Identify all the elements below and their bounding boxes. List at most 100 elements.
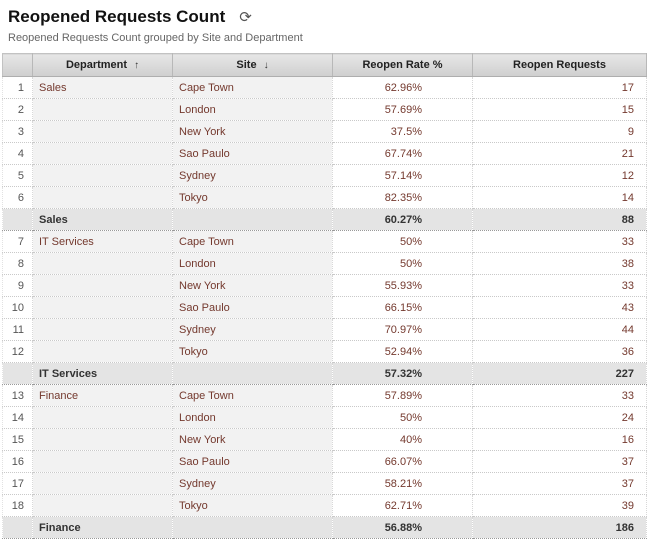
table-row: 18 Tokyo 62.71% 39 (2, 494, 647, 517)
header-row: Department ↑ Site ↓ Reopen Rate % Reopen R… (2, 53, 647, 77)
summary-rate-cell: 56.88% (332, 516, 473, 539)
reopen-rate-cell: 57.89% (332, 384, 473, 407)
summary-department-cell: IT Services (32, 362, 173, 385)
reopen-rate-cell: 62.96% (332, 76, 473, 99)
summary-requests-cell: 88 (472, 208, 647, 231)
department-cell (32, 274, 173, 297)
site-cell: London (172, 406, 333, 429)
site-cell: New York (172, 428, 333, 451)
table-row: 10 Sao Paulo 66.15% 43 (2, 296, 647, 319)
reopen-requests-cell: 38 (472, 252, 647, 275)
group-summary-row: Sales 60.27% 88 (2, 208, 647, 231)
table-row: 8 London 50% 38 (2, 252, 647, 275)
report-header: Reopened Requests Count ⟳ (0, 0, 652, 27)
reopen-rate-cell: 70.97% (332, 318, 473, 341)
reopen-rate-cell: 52.94% (332, 340, 473, 363)
table-row: 12 Tokyo 52.94% 36 (2, 340, 647, 363)
column-header-site-label: Site (236, 59, 257, 71)
column-header-site[interactable]: Site ↓ (172, 53, 333, 77)
reopen-requests-cell: 37 (472, 472, 647, 495)
reopen-rate-cell: 50% (332, 252, 473, 275)
department-cell (32, 252, 173, 275)
reopen-requests-cell: 15 (472, 98, 647, 121)
site-cell: Cape Town (172, 76, 333, 99)
table-row: 13 Finance Cape Town 57.89% 33 (2, 384, 647, 407)
row-number-cell: 4 (2, 142, 33, 165)
site-cell: London (172, 98, 333, 121)
summary-site-cell (172, 362, 333, 385)
reopen-requests-cell: 39 (472, 494, 647, 517)
reopen-rate-cell: 67.74% (332, 142, 473, 165)
department-cell (32, 472, 173, 495)
reopen-requests-cell: 44 (472, 318, 647, 341)
reopen-rate-cell: 40% (332, 428, 473, 451)
reopen-requests-cell: 24 (472, 406, 647, 429)
row-number-cell: 5 (2, 164, 33, 187)
reopen-requests-cell: 43 (472, 296, 647, 319)
department-cell (32, 318, 173, 341)
table-row: 6 Tokyo 82.35% 14 (2, 186, 647, 209)
summary-site-cell (172, 208, 333, 231)
table-row: 9 New York 55.93% 33 (2, 274, 647, 297)
group-summary-row: IT Services 57.32% 227 (2, 362, 647, 385)
column-header-department-label: Department (65, 59, 128, 71)
sort-ascending-icon: ↑ (134, 60, 140, 71)
row-number-cell: 13 (2, 384, 33, 407)
row-number-cell: 12 (2, 340, 33, 363)
summary-department-cell: Sales (32, 208, 173, 231)
department-cell (32, 406, 173, 429)
summary-requests-cell: 186 (472, 516, 647, 539)
reopen-rate-cell: 50% (332, 230, 473, 253)
column-header-reopen-rate-label: Reopen Rate % (362, 59, 443, 71)
reopen-rate-cell: 62.71% (332, 494, 473, 517)
summary-requests-cell: 227 (472, 362, 647, 385)
row-number-header (2, 53, 33, 77)
summary-department-cell: Finance (32, 516, 173, 539)
summary-rate-cell: 57.32% (332, 362, 473, 385)
report-table: Department ↑ Site ↓ Reopen Rate % Reopen R… (2, 53, 647, 539)
summary-site-cell (172, 516, 333, 539)
reopen-rate-cell: 55.93% (332, 274, 473, 297)
department-cell (32, 494, 173, 517)
sort-descending-icon: ↓ (263, 60, 269, 71)
reopen-rate-cell: 58.21% (332, 472, 473, 495)
department-cell (32, 340, 173, 363)
column-header-department[interactable]: Department ↑ (32, 53, 173, 77)
row-number-cell: 3 (2, 120, 33, 143)
row-number-cell: 17 (2, 472, 33, 495)
column-header-reopen-requests[interactable]: Reopen Requests (472, 53, 647, 77)
site-cell: New York (172, 274, 333, 297)
table-row: 17 Sydney 58.21% 37 (2, 472, 647, 495)
department-cell (32, 296, 173, 319)
summary-row-number-cell (2, 362, 33, 385)
table-row: 7 IT Services Cape Town 50% 33 (2, 230, 647, 253)
reopen-rate-cell: 57.14% (332, 164, 473, 187)
department-cell (32, 142, 173, 165)
table-row: 3 New York 37.5% 9 (2, 120, 647, 143)
column-header-reopen-rate[interactable]: Reopen Rate % (332, 53, 473, 77)
site-cell: Sao Paulo (172, 142, 333, 165)
site-cell: Sydney (172, 472, 333, 495)
summary-row-number-cell (2, 208, 33, 231)
reopen-requests-cell: 12 (472, 164, 647, 187)
reopen-rate-cell: 82.35% (332, 186, 473, 209)
site-cell: New York (172, 120, 333, 143)
row-number-cell: 8 (2, 252, 33, 275)
department-cell: Finance (32, 384, 173, 407)
reopen-requests-cell: 14 (472, 186, 647, 209)
reopen-requests-cell: 33 (472, 384, 647, 407)
table-row: 4 Sao Paulo 67.74% 21 (2, 142, 647, 165)
department-cell (32, 428, 173, 451)
reopen-rate-cell: 50% (332, 406, 473, 429)
site-cell: Sydney (172, 318, 333, 341)
site-cell: Sydney (172, 164, 333, 187)
department-cell: IT Services (32, 230, 173, 253)
table-row: 16 Sao Paulo 66.07% 37 (2, 450, 647, 473)
reopen-rate-cell: 66.15% (332, 296, 473, 319)
reopen-requests-cell: 37 (472, 450, 647, 473)
row-number-cell: 15 (2, 428, 33, 451)
reopen-requests-cell: 16 (472, 428, 647, 451)
refresh-icon[interactable]: ⟳ (239, 8, 252, 26)
site-cell: Cape Town (172, 230, 333, 253)
column-header-reopen-requests-label: Reopen Requests (513, 59, 606, 71)
